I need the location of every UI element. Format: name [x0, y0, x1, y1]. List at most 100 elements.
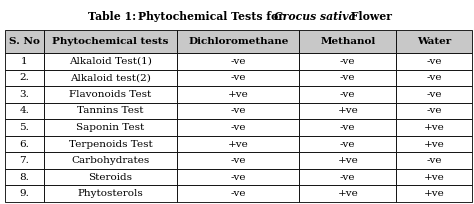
- Bar: [44, 53, 177, 70]
- Text: -ve: -ve: [426, 57, 442, 66]
- Bar: [177, 30, 300, 53]
- Text: Table 1:: Table 1:: [88, 11, 139, 22]
- Bar: [44, 169, 177, 185]
- Text: 2.: 2.: [19, 73, 29, 82]
- Text: -ve: -ve: [340, 123, 356, 132]
- Text: +ve: +ve: [423, 140, 444, 149]
- Text: Tannins Test: Tannins Test: [77, 106, 144, 115]
- Text: +ve: +ve: [337, 189, 358, 198]
- Text: Phytosterols: Phytosterols: [78, 189, 143, 198]
- Text: Steroids: Steroids: [88, 173, 132, 182]
- Text: Phytochemical Tests for: Phytochemical Tests for: [138, 11, 288, 22]
- Text: -ve: -ve: [340, 140, 356, 149]
- Text: 3.: 3.: [19, 90, 29, 99]
- Bar: [396, 169, 472, 185]
- Bar: [300, 119, 396, 136]
- Text: Flower: Flower: [347, 11, 392, 22]
- Bar: [396, 53, 472, 70]
- Bar: [5, 103, 44, 119]
- Text: Saponin Test: Saponin Test: [76, 123, 145, 132]
- Text: Alkaloid Test(1): Alkaloid Test(1): [69, 57, 152, 66]
- Bar: [300, 103, 396, 119]
- Bar: [177, 185, 300, 202]
- Text: Flavonoids Test: Flavonoids Test: [69, 90, 152, 99]
- Text: Carbohydrates: Carbohydrates: [71, 156, 149, 165]
- Text: -ve: -ve: [340, 90, 356, 99]
- Bar: [44, 119, 177, 136]
- Text: -ve: -ve: [230, 57, 246, 66]
- Text: 8.: 8.: [19, 173, 29, 182]
- Bar: [177, 169, 300, 185]
- Text: Water: Water: [417, 37, 451, 46]
- Bar: [177, 136, 300, 152]
- Text: Methanol: Methanol: [320, 37, 375, 46]
- Bar: [300, 152, 396, 169]
- Text: -ve: -ve: [230, 73, 246, 82]
- Bar: [44, 152, 177, 169]
- Bar: [300, 86, 396, 103]
- Text: -ve: -ve: [426, 106, 442, 115]
- Bar: [300, 185, 396, 202]
- Text: -ve: -ve: [230, 189, 246, 198]
- Bar: [5, 30, 44, 53]
- Bar: [5, 185, 44, 202]
- Bar: [44, 136, 177, 152]
- Bar: [177, 53, 300, 70]
- Bar: [396, 152, 472, 169]
- Text: +ve: +ve: [337, 156, 358, 165]
- Text: Terpenoids Test: Terpenoids Test: [69, 140, 152, 149]
- Bar: [44, 185, 177, 202]
- Text: +ve: +ve: [423, 123, 444, 132]
- Bar: [44, 86, 177, 103]
- Text: -ve: -ve: [230, 156, 246, 165]
- Bar: [300, 53, 396, 70]
- Text: -ve: -ve: [340, 57, 356, 66]
- Text: Dichloromethane: Dichloromethane: [188, 37, 288, 46]
- Text: -ve: -ve: [340, 173, 356, 182]
- Bar: [5, 169, 44, 185]
- Text: 5.: 5.: [19, 123, 29, 132]
- Bar: [300, 30, 396, 53]
- Bar: [44, 70, 177, 86]
- Text: -ve: -ve: [426, 156, 442, 165]
- Bar: [396, 70, 472, 86]
- Text: Crocus sativa: Crocus sativa: [273, 11, 355, 22]
- Bar: [396, 30, 472, 53]
- Text: -ve: -ve: [426, 90, 442, 99]
- Text: -ve: -ve: [230, 106, 246, 115]
- Text: +ve: +ve: [423, 189, 444, 198]
- Text: +ve: +ve: [337, 106, 358, 115]
- Bar: [177, 119, 300, 136]
- Text: Phytochemical tests: Phytochemical tests: [52, 37, 169, 46]
- Bar: [300, 136, 396, 152]
- Bar: [396, 103, 472, 119]
- Bar: [396, 185, 472, 202]
- Text: 6.: 6.: [19, 140, 29, 149]
- Bar: [300, 169, 396, 185]
- Text: +ve: +ve: [228, 90, 248, 99]
- Bar: [5, 136, 44, 152]
- Bar: [177, 103, 300, 119]
- Text: -ve: -ve: [230, 123, 246, 132]
- Text: -ve: -ve: [426, 73, 442, 82]
- Bar: [396, 86, 472, 103]
- Bar: [177, 152, 300, 169]
- Text: -ve: -ve: [340, 73, 356, 82]
- Text: 1: 1: [21, 57, 27, 66]
- Text: +ve: +ve: [423, 173, 444, 182]
- Bar: [5, 86, 44, 103]
- Bar: [5, 152, 44, 169]
- Bar: [177, 86, 300, 103]
- Text: 9.: 9.: [19, 189, 29, 198]
- Text: 4.: 4.: [19, 106, 29, 115]
- Text: -ve: -ve: [230, 173, 246, 182]
- Bar: [44, 30, 177, 53]
- Text: 7.: 7.: [19, 156, 29, 165]
- Text: S. No: S. No: [9, 37, 40, 46]
- Bar: [300, 70, 396, 86]
- Bar: [5, 70, 44, 86]
- Bar: [44, 103, 177, 119]
- Bar: [396, 119, 472, 136]
- Bar: [5, 119, 44, 136]
- Text: Alkaloid test(2): Alkaloid test(2): [70, 73, 151, 82]
